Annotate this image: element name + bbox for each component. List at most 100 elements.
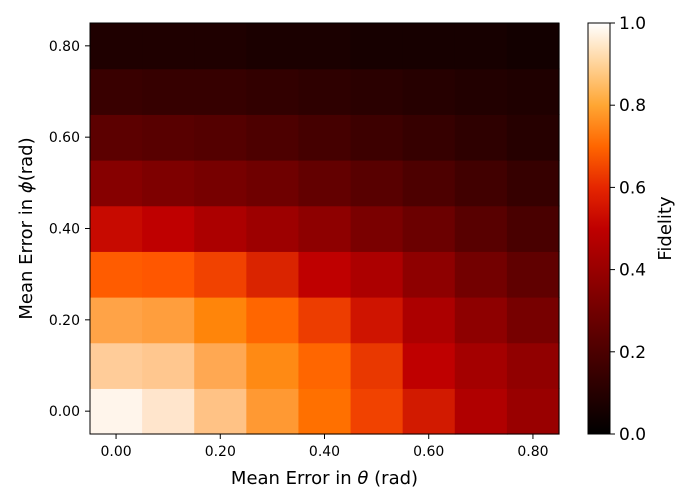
heatmap-cell xyxy=(194,114,247,161)
x-tick-label: 0.40 xyxy=(309,444,340,460)
heatmap-cell xyxy=(350,114,404,161)
heatmap-cell xyxy=(194,388,247,435)
x-tick-label: 0.00 xyxy=(100,444,131,460)
heatmap-cell xyxy=(402,297,456,344)
heatmap-cell xyxy=(90,23,143,70)
heatmap-cell xyxy=(246,114,300,161)
heatmap-cell xyxy=(142,23,195,70)
heatmap-cell xyxy=(246,251,300,298)
x-axis-label: Mean Error in θ (rad) xyxy=(231,468,418,489)
heatmap-cell xyxy=(194,23,247,70)
heatmap-cell xyxy=(142,160,195,207)
heatmap-cell xyxy=(298,23,352,70)
heatmap-cell xyxy=(246,342,300,389)
heatmap-cell xyxy=(298,160,352,207)
heatmap-cell xyxy=(142,342,195,389)
heatmap-cell xyxy=(506,23,560,70)
y-tick-label: 0.00 xyxy=(49,404,80,420)
heatmap-cell xyxy=(506,205,560,252)
heatmap-cell xyxy=(298,68,352,115)
heatmap-cell xyxy=(402,68,456,115)
y-axis-label: Mean Error in ϕ(rad) xyxy=(16,137,37,319)
heatmap-cell xyxy=(142,251,195,298)
heatmap-cell xyxy=(90,342,143,389)
heatmap-cell xyxy=(350,388,404,435)
heatmap-cell xyxy=(90,388,143,435)
heatmap-cell xyxy=(506,160,560,207)
heatmap-cell xyxy=(298,205,352,252)
heatmap-cell xyxy=(350,251,404,298)
heatmap-cell xyxy=(454,388,508,435)
heatmap-cell xyxy=(402,251,456,298)
heatmap-cell xyxy=(246,160,300,207)
heatmap-cell xyxy=(246,68,300,115)
heatmap-cells xyxy=(90,23,560,435)
x-tick-label: 0.20 xyxy=(205,444,236,460)
x-tick-label: 0.80 xyxy=(517,444,548,460)
heatmap-cell xyxy=(90,251,143,298)
heatmap-cell xyxy=(246,23,300,70)
y-tick-label: 0.20 xyxy=(49,313,80,329)
heatmap-cell xyxy=(454,342,508,389)
heatmap-cell xyxy=(454,205,508,252)
heatmap-cell xyxy=(350,23,404,70)
heatmap-cell xyxy=(454,297,508,344)
heatmap-cell xyxy=(298,342,352,389)
heatmap-cell xyxy=(298,297,352,344)
heatmap-cell xyxy=(506,114,560,161)
colorbar-tick-label: 0.2 xyxy=(619,343,646,363)
heatmap-cell xyxy=(402,342,456,389)
heatmap-cell xyxy=(402,114,456,161)
heatmap-cell xyxy=(402,160,456,207)
colorbar-tick-label: 0.6 xyxy=(619,178,646,198)
heatmap-cell xyxy=(194,251,247,298)
heatmap-cell xyxy=(350,160,404,207)
heatmap-cell xyxy=(350,68,404,115)
heatmap-cell xyxy=(142,114,195,161)
heatmap-cell xyxy=(454,23,508,70)
heatmap-cell xyxy=(194,160,247,207)
heatmap-cell xyxy=(506,388,560,435)
heatmap-cell xyxy=(142,297,195,344)
heatmap-cell xyxy=(246,297,300,344)
x-axis: 0.00 0.20 0.40 0.60 0.80 xyxy=(100,434,549,460)
heatmap-cell xyxy=(454,68,508,115)
heatmap-cell xyxy=(142,68,195,115)
colorbar-tick-label: 0.8 xyxy=(619,96,646,116)
y-tick-label: 0.40 xyxy=(49,222,80,238)
heatmap-cell xyxy=(506,297,560,344)
heatmap-cell xyxy=(90,114,143,161)
y-tick-label: 0.60 xyxy=(49,130,80,146)
heatmap-cell xyxy=(194,68,247,115)
x-tick-label: 0.60 xyxy=(413,444,444,460)
heatmap-cell xyxy=(142,205,195,252)
heatmap-cell xyxy=(454,114,508,161)
colorbar-label: Fidelity xyxy=(655,196,676,261)
heatmap-cell xyxy=(402,205,456,252)
heatmap-cell xyxy=(90,68,143,115)
heatmap-cell xyxy=(298,114,352,161)
heatmap-cell xyxy=(402,388,456,435)
heatmap-cell xyxy=(350,342,404,389)
heatmap-cell xyxy=(90,205,143,252)
heatmap-cell xyxy=(194,342,247,389)
heatmap-cell xyxy=(298,251,352,298)
colorbar xyxy=(587,22,611,435)
heatmap-cell xyxy=(402,23,456,70)
colorbar-tick-label: 0.4 xyxy=(619,261,646,281)
heatmap-cell xyxy=(194,297,247,344)
heatmap-cell xyxy=(194,205,247,252)
heatmap-cell xyxy=(506,251,560,298)
heatmap-cell xyxy=(142,388,195,435)
heatmap-cell xyxy=(298,388,352,435)
colorbar-tick-label: 1.0 xyxy=(619,14,646,34)
colorbar-axis: 0.0 0.2 0.4 0.6 0.8 1.0 xyxy=(610,14,646,445)
heatmap-cell xyxy=(454,160,508,207)
heatmap-cell xyxy=(350,297,404,344)
heatmap-cell xyxy=(246,205,300,252)
heatmap-cell xyxy=(454,251,508,298)
heatmap-cell xyxy=(350,205,404,252)
heatmap-cell xyxy=(506,342,560,389)
heatmap-cell xyxy=(506,68,560,115)
